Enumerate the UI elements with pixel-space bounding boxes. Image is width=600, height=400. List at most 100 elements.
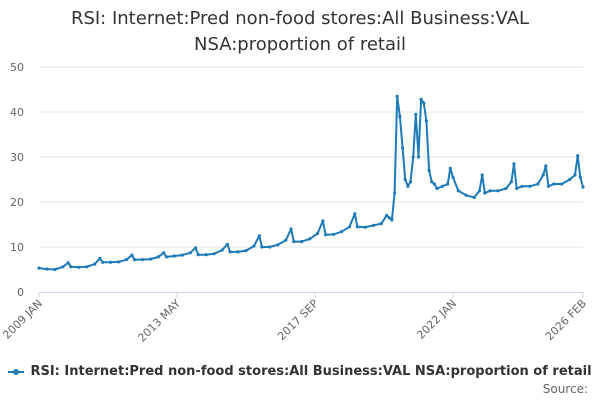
- data-point: [268, 245, 272, 249]
- data-point: [544, 164, 548, 168]
- data-point: [204, 253, 208, 257]
- legend-marker-icon: [8, 368, 25, 375]
- data-point: [260, 245, 264, 249]
- data-point: [403, 177, 407, 182]
- data-point: [456, 189, 460, 193]
- data-point: [385, 213, 389, 218]
- data-point: [339, 230, 344, 234]
- legend[interactable]: RSI: Internet:Pred non-food stores:All B…: [0, 364, 600, 379]
- data-point: [472, 195, 476, 200]
- x-tick-label: 2009 JAN: [0, 297, 45, 342]
- data-point: [393, 191, 397, 195]
- data-point: [164, 255, 168, 259]
- data-point: [289, 227, 293, 231]
- data-point: [353, 212, 357, 216]
- data-point: [101, 260, 105, 264]
- data-point: [180, 253, 184, 257]
- data-point: [85, 265, 89, 269]
- data-point: [324, 233, 328, 237]
- data-point: [432, 182, 436, 186]
- data-point: [225, 242, 229, 246]
- chart-title-line-2: NSA:proportion of retail: [193, 34, 406, 55]
- data-point: [568, 177, 572, 182]
- data-point: [257, 234, 261, 238]
- data-point: [355, 225, 359, 229]
- data-point: [132, 258, 137, 262]
- data-point: [162, 251, 166, 255]
- data-point: [430, 180, 434, 184]
- data-point: [504, 186, 508, 191]
- data-point: [140, 258, 145, 262]
- data-point: [130, 253, 134, 257]
- data-point: [98, 256, 102, 260]
- x-axis-tick-labels: 2009 JAN 2013 MAY 2017 SEP 2022 JAN 2026 FEB: [0, 297, 589, 345]
- data-point: [93, 262, 97, 266]
- data-point: [573, 173, 577, 177]
- data-point: [414, 112, 418, 116]
- data-point: [408, 180, 413, 184]
- data-point: [496, 189, 500, 193]
- y-tick-label: 40: [10, 106, 24, 119]
- x-tick-label: 2026 FEB: [543, 297, 589, 343]
- data-point: [546, 184, 551, 188]
- series-path: [38, 95, 584, 271]
- data-point: [424, 119, 428, 123]
- data-point: [509, 180, 513, 184]
- data-point: [172, 254, 176, 258]
- data-point: [446, 182, 450, 186]
- data-point: [77, 265, 81, 269]
- data-point: [347, 225, 352, 229]
- y-tick-label: 30: [10, 151, 24, 164]
- data-point: [387, 216, 391, 220]
- x-tick-label: 2013 MAY: [135, 297, 183, 345]
- data-point: [53, 267, 57, 272]
- chart-title-line-1: RSI: Internet:Pred non-food stores:All B…: [70, 8, 530, 29]
- data-point: [440, 184, 444, 188]
- data-point: [451, 175, 455, 179]
- data-point: [480, 173, 484, 177]
- data-point: [411, 155, 415, 159]
- data-point: [156, 255, 160, 259]
- data-point: [528, 184, 532, 188]
- data-point: [308, 237, 312, 241]
- x-tick-label: 2022 JAN: [414, 297, 459, 342]
- data-point: [464, 193, 468, 197]
- data-point: [578, 175, 582, 179]
- data-point: [332, 232, 336, 236]
- data-point: [125, 258, 129, 262]
- data-point: [321, 219, 325, 223]
- data-point: [117, 260, 121, 264]
- data-point: [515, 186, 519, 191]
- data-point: [406, 184, 410, 188]
- data-point: [212, 252, 216, 256]
- data-point: [512, 162, 516, 166]
- y-tick-label: 50: [10, 61, 24, 74]
- data-point: [416, 155, 421, 159]
- data-point: [194, 246, 198, 250]
- data-point: [398, 114, 402, 119]
- series-line: [38, 95, 584, 271]
- data-point: [220, 248, 224, 252]
- data-point: [252, 244, 256, 248]
- data-point: [419, 97, 423, 101]
- data-point: [581, 185, 585, 189]
- data-point: [188, 251, 192, 255]
- x-tick-label: 2017 SEP: [275, 297, 321, 343]
- legend-label: RSI: Internet:Pred non-food stores:All B…: [30, 364, 592, 379]
- data-point: [316, 231, 320, 236]
- data-point: [448, 166, 452, 170]
- data-point: [37, 266, 41, 270]
- data-point: [228, 250, 232, 254]
- data-point: [148, 257, 153, 261]
- data-point: [236, 250, 240, 254]
- data-point: [401, 146, 405, 150]
- data-point: [560, 182, 564, 186]
- data-point: [520, 184, 524, 188]
- data-point: [109, 260, 113, 264]
- data-point: [244, 249, 248, 253]
- data-point: [69, 265, 73, 269]
- data-point: [61, 265, 65, 269]
- data-point: [541, 173, 545, 177]
- data-point: [576, 154, 580, 158]
